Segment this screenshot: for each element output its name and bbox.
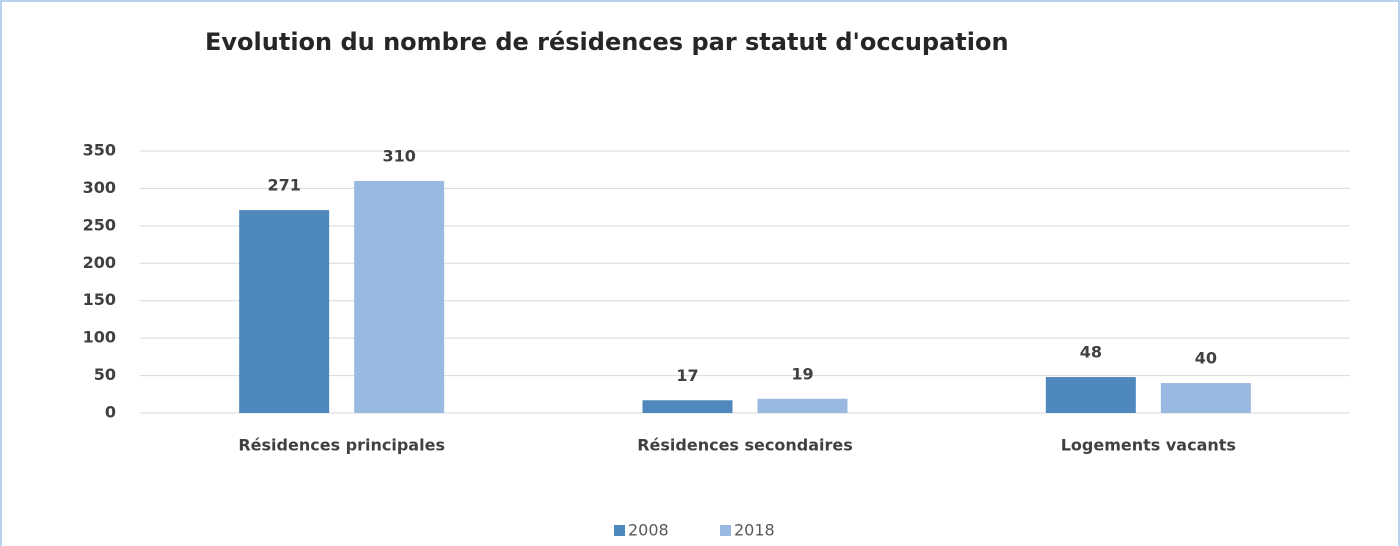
x-tick-label: Résidences secondaires — [637, 436, 853, 455]
data-label: 40 — [1195, 349, 1217, 368]
y-tick-label: 350 — [83, 141, 116, 160]
legend-label: 2018 — [734, 521, 775, 540]
y-tick-label: 0 — [105, 403, 116, 422]
legend-swatch — [720, 525, 731, 536]
x-tick-label: Résidences principales — [238, 436, 445, 455]
legend-swatch — [614, 525, 625, 536]
bar — [1160, 383, 1251, 413]
y-tick-label: 100 — [83, 328, 116, 347]
bar — [354, 180, 445, 413]
y-tick-label: 300 — [83, 178, 116, 197]
chart-title: Evolution du nombre de résidences par st… — [205, 28, 1009, 56]
data-label: 19 — [791, 364, 813, 383]
x-tick-label: Logements vacants — [1061, 436, 1236, 455]
y-tick-label: 200 — [83, 253, 116, 272]
bar — [642, 400, 733, 413]
data-label: 17 — [676, 366, 698, 385]
data-label: 271 — [267, 176, 300, 195]
bar — [757, 398, 848, 413]
y-tick-label: 150 — [83, 290, 116, 309]
bar — [239, 210, 330, 413]
data-label: 310 — [382, 146, 415, 165]
y-tick-label: 50 — [94, 365, 116, 384]
legend-label: 2008 — [628, 521, 669, 540]
y-tick-label: 250 — [83, 215, 116, 234]
bar — [1045, 377, 1136, 413]
data-label: 48 — [1080, 343, 1102, 362]
